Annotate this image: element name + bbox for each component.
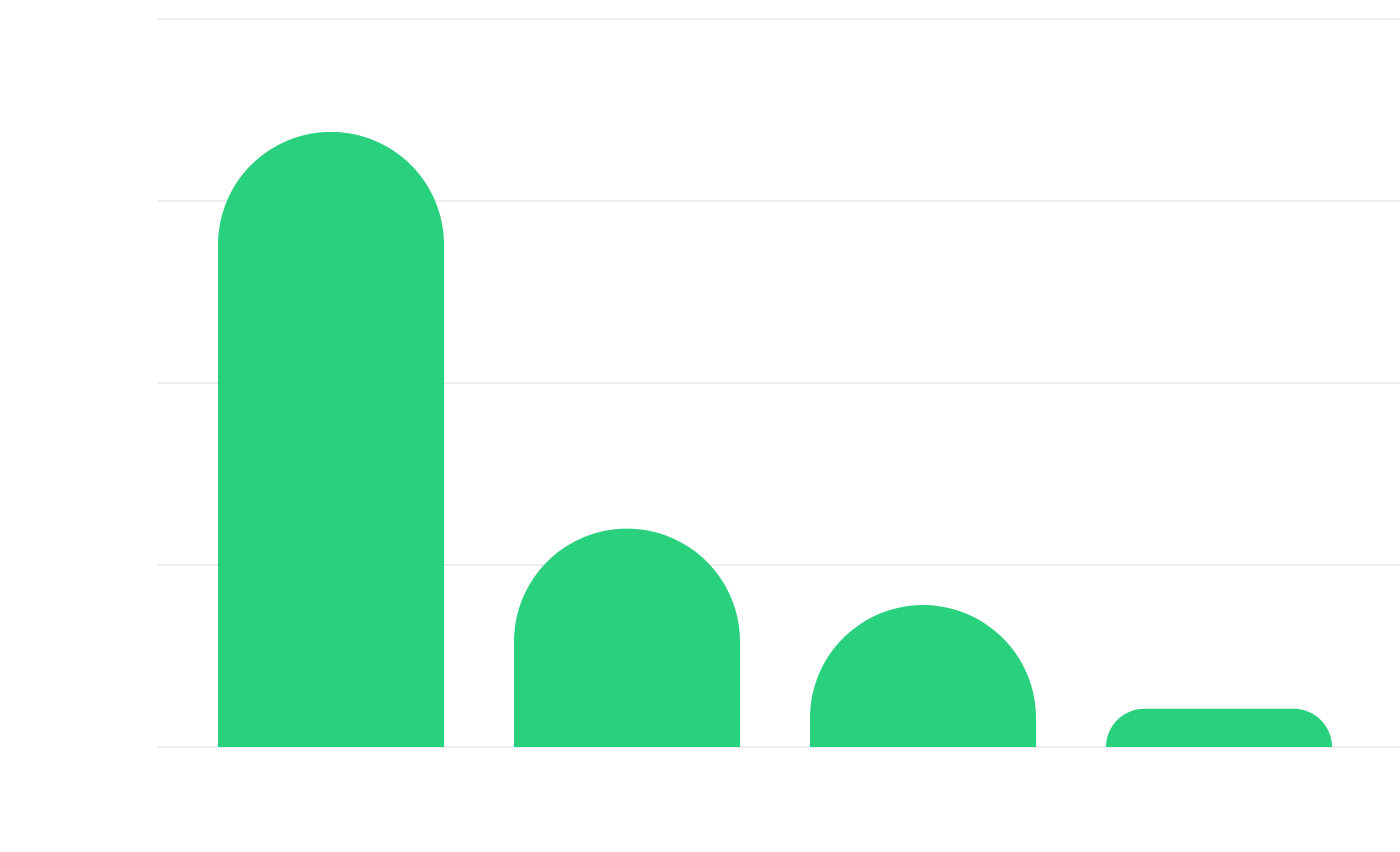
bar-3[interactable] — [810, 605, 1036, 747]
bar-2[interactable] — [514, 528, 740, 747]
bar-1[interactable] — [218, 131, 444, 748]
bars — [218, 131, 1332, 748]
bar-4[interactable] — [1106, 708, 1332, 747]
